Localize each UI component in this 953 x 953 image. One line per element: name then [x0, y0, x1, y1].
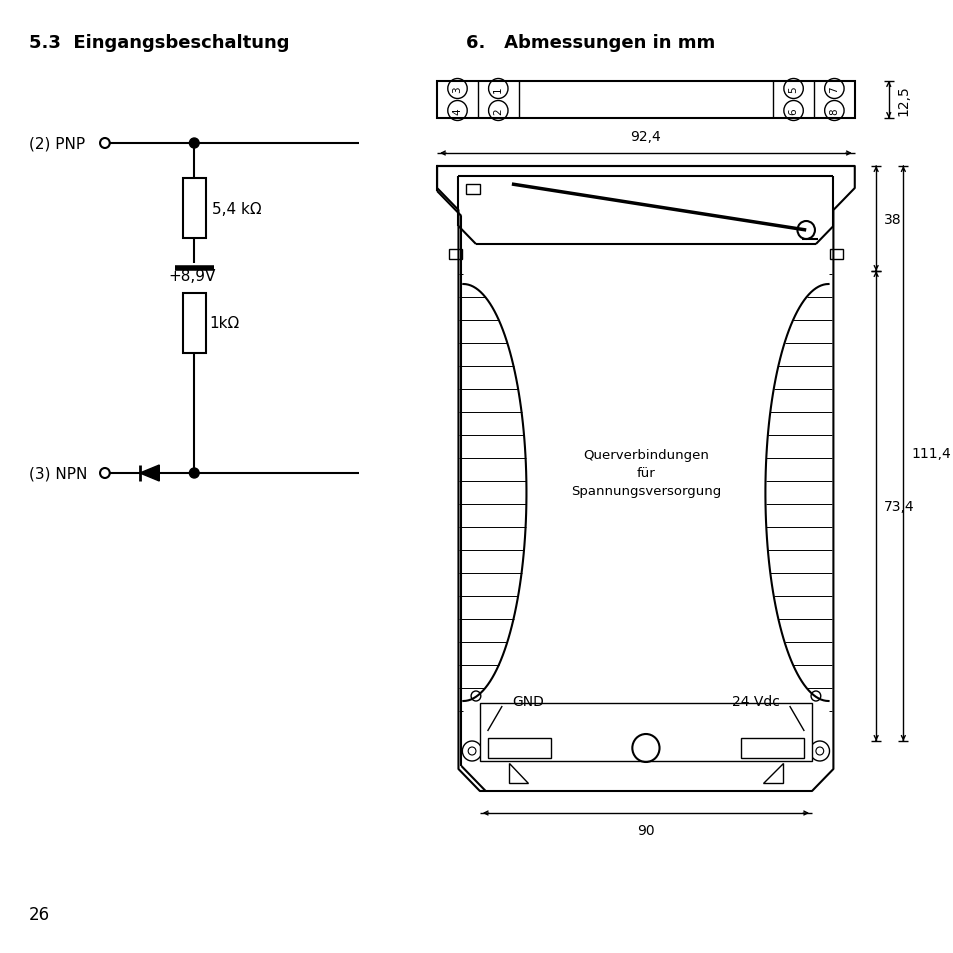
Text: Querverbindungen
für
Spannungsversorgung: Querverbindungen für Spannungsversorgung [570, 449, 720, 497]
Text: 1kΩ: 1kΩ [210, 316, 240, 331]
Circle shape [190, 139, 199, 149]
Text: 6.   Abmessungen in mm: 6. Abmessungen in mm [466, 34, 715, 52]
Text: GND: GND [512, 695, 543, 708]
Bar [182, 294, 206, 354]
Bar [182, 179, 206, 239]
Text: 1: 1 [493, 86, 503, 92]
Text: 38: 38 [883, 213, 901, 226]
Text: (3) NPN: (3) NPN [30, 466, 88, 481]
Text: 92,4: 92,4 [630, 130, 660, 144]
Text: 7: 7 [828, 86, 839, 92]
Text: 2: 2 [493, 108, 503, 114]
Text: (2) PNP: (2) PNP [30, 136, 85, 152]
Text: 73,4: 73,4 [883, 499, 914, 514]
Bar [479, 703, 811, 761]
Text: 3: 3 [452, 86, 462, 92]
Text: 24 Vdc: 24 Vdc [731, 695, 780, 708]
Text: 12,5: 12,5 [896, 85, 909, 115]
Text: 6: 6 [788, 108, 798, 114]
Text: 5: 5 [788, 86, 798, 92]
Polygon shape [140, 465, 159, 481]
Text: 4: 4 [452, 108, 462, 114]
Bar [829, 250, 842, 260]
Bar [740, 739, 803, 759]
Polygon shape [762, 763, 782, 783]
Text: 8: 8 [828, 108, 839, 114]
Bar [436, 82, 854, 119]
Text: 26: 26 [30, 905, 51, 923]
Text: 90: 90 [637, 823, 654, 837]
Text: 5.3  Eingangsbeschaltung: 5.3 Eingangsbeschaltung [30, 34, 290, 52]
Bar [487, 739, 550, 759]
Circle shape [190, 469, 199, 478]
Text: 5,4 kΩ: 5,4 kΩ [212, 201, 261, 216]
Text: +8,9V: +8,9V [169, 269, 215, 284]
Bar [448, 250, 462, 260]
Polygon shape [509, 763, 528, 783]
Bar [466, 185, 479, 194]
Text: 111,4: 111,4 [910, 447, 950, 461]
